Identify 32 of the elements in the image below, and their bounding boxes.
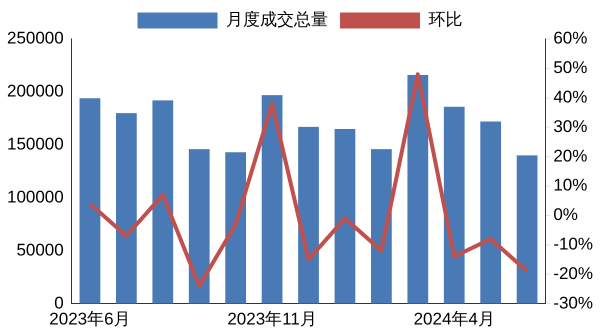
y2-tick-label: 40% (553, 87, 588, 106)
legend-label: 月度成交总量 (226, 10, 328, 30)
bar (188, 149, 210, 304)
y-tick-label: 250000 (6, 28, 64, 48)
bar (225, 152, 246, 304)
y-tick-label: 100000 (6, 187, 64, 206)
bar (116, 113, 137, 304)
x-tick-label: 2023年11月 (227, 309, 317, 328)
y2-tick-label: -20% (553, 264, 593, 283)
y2-tick-label: 20% (553, 146, 588, 166)
bar (152, 100, 174, 304)
bar (407, 74, 428, 304)
y2-tick-label: -30% (553, 293, 593, 312)
y2-tick-label: -10% (553, 234, 593, 254)
bar (444, 106, 465, 304)
bar (516, 155, 538, 304)
y-tick-label: 150000 (6, 134, 64, 154)
y-tick-label: 50000 (16, 240, 64, 260)
bar (480, 122, 502, 304)
y2-tick-label: 60% (553, 28, 588, 48)
y2-tick-label: 30% (553, 116, 588, 136)
y2-tick-label: 0% (553, 205, 578, 224)
x-tick-label: 2024年4月 (414, 309, 495, 328)
y2-tick-label: 10% (553, 176, 588, 195)
y-tick-label: 200000 (6, 82, 64, 101)
bar (334, 128, 356, 304)
y2-tick-label: 50% (553, 58, 588, 78)
bar (80, 98, 100, 304)
legend-label: 环比 (428, 10, 462, 30)
bar (298, 126, 319, 304)
bar (262, 95, 282, 304)
bar (371, 149, 392, 304)
